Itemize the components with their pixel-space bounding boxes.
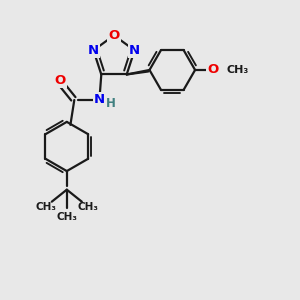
Text: N: N xyxy=(88,44,99,57)
Text: CH₃: CH₃ xyxy=(77,202,98,212)
Text: CH₃: CH₃ xyxy=(35,202,56,212)
Text: O: O xyxy=(208,64,219,76)
Text: O: O xyxy=(108,29,120,42)
Text: N: N xyxy=(94,94,105,106)
Text: CH₃: CH₃ xyxy=(56,212,77,222)
Text: H: H xyxy=(106,97,116,110)
Text: CH₃: CH₃ xyxy=(226,65,248,75)
Text: O: O xyxy=(55,74,66,87)
Text: N: N xyxy=(129,44,140,57)
